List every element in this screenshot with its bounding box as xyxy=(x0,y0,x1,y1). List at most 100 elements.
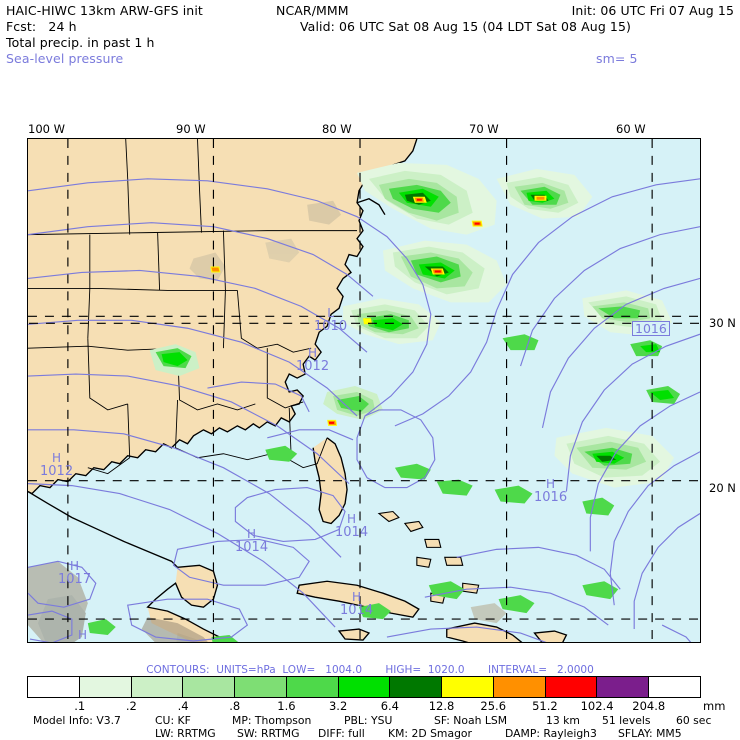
model-info-item: SW: RRTMG xyxy=(237,727,300,740)
pressure-type: H xyxy=(70,559,80,573)
pressure-value: 1012 xyxy=(40,464,74,479)
forecast-hour: Fcst: 24 h xyxy=(6,19,77,34)
valid-time: Valid: 06 UTC Sat 08 Aug 15 (04 LDT Sat … xyxy=(300,19,632,34)
colorbar-tick: 204.8 xyxy=(632,699,666,713)
map-graphic xyxy=(28,139,700,642)
colorbar-tick: 1.6 xyxy=(277,699,296,713)
field-label-pressure: Sea-level pressure xyxy=(6,51,124,66)
header: HAIC-HIWC 13km ARW-GFS init NCAR/MMM Ini… xyxy=(0,0,740,72)
colorbar-swatch[interactable] xyxy=(28,677,79,697)
model-info-item: 13 km xyxy=(546,714,580,727)
pressure-value: 1014 xyxy=(235,540,269,555)
pressure-value: 1017 xyxy=(58,572,92,587)
model-title: HAIC-HIWC 13km ARW-GFS init xyxy=(6,3,203,18)
pressure-center-label: L 1010 xyxy=(314,306,348,334)
model-info-item: 60 sec xyxy=(676,714,712,727)
pressure-center-label: H 1014 xyxy=(235,527,269,555)
lat-label: 20 N xyxy=(709,481,736,495)
terrain-layer xyxy=(28,200,507,642)
colorbar-tick: 51.2 xyxy=(532,699,558,713)
colorbar-swatch[interactable] xyxy=(544,677,597,697)
center-name: NCAR/MMM xyxy=(276,3,349,18)
colorbar-swatch[interactable] xyxy=(441,677,493,697)
colorbar-swatch[interactable] xyxy=(130,677,183,697)
model-info-item: SF: Noah LSM xyxy=(434,714,508,727)
colorbar-swatch[interactable] xyxy=(596,677,649,697)
pressure-value: 1010 xyxy=(314,319,348,334)
colorbar-swatch[interactable] xyxy=(337,677,390,697)
init-time: Init: 06 UTC Fri 07 Aug 15 xyxy=(571,3,734,18)
precip-colorbar[interactable] xyxy=(27,676,701,698)
pressure-center-label: 1016 xyxy=(632,321,670,336)
contour-info: CONTOURS: UNITS=hPa LOW= 1004.0 HIGH= 10… xyxy=(146,664,594,676)
model-info-item: 51 levels xyxy=(602,714,651,727)
pressure-value: 1016 xyxy=(635,321,667,336)
latlon-grid xyxy=(28,139,700,642)
pressure-type: H xyxy=(78,628,88,642)
colorbar-swatch[interactable] xyxy=(492,677,545,697)
colorbar-tick: 102.4 xyxy=(580,699,614,713)
lon-label: 100 W xyxy=(28,122,65,136)
model-info-item: Model Info: V3.7 xyxy=(33,714,121,727)
colorbar-tick: 3.2 xyxy=(328,699,348,713)
pressure-center-label: H 1014 xyxy=(335,512,369,540)
pressure-value: 1016 xyxy=(534,490,568,505)
colorbar-tick: .4 xyxy=(177,699,189,713)
colorbar-swatch[interactable] xyxy=(78,677,131,697)
model-info-item: PBL: YSU xyxy=(344,714,393,727)
pressure-value: 1012 xyxy=(296,359,330,374)
precipitation-layer xyxy=(87,162,681,642)
model-info-item: LW: RRTMG xyxy=(155,727,216,740)
land-puerto-rico xyxy=(534,631,567,642)
land-cuba xyxy=(297,581,419,618)
model-info-item: MP: Thompson xyxy=(232,714,312,727)
coastline-layer xyxy=(28,139,568,642)
model-info-item: CU: KF xyxy=(155,714,191,727)
pressure-type: H xyxy=(546,477,556,491)
colorbar-swatch[interactable] xyxy=(182,677,235,697)
pressure-center-label: H 1012 xyxy=(40,451,74,479)
colorbar-tick: 6.4 xyxy=(380,699,399,713)
pressure-type: H xyxy=(52,451,62,465)
colorbar-tick: .2 xyxy=(125,699,137,713)
colorbar-swatch[interactable] xyxy=(389,677,442,697)
colorbar-tick: .8 xyxy=(229,699,241,713)
colorbar-tick: 12.8 xyxy=(428,699,455,713)
land-yucatan xyxy=(175,565,218,608)
land-central-america xyxy=(147,607,229,642)
model-info-item: KM: 2D Smagor xyxy=(388,727,472,740)
pressure-center-label: H 1017 xyxy=(58,559,92,587)
colorbar-tick: 25.6 xyxy=(480,699,507,713)
colorbar-tick: .1 xyxy=(74,699,86,713)
land-jamaica xyxy=(339,629,369,641)
smoothing-label: sm= 5 xyxy=(596,51,638,66)
pressure-type: L xyxy=(327,306,334,320)
pressure-type: H xyxy=(352,590,362,604)
colorbar-swatch[interactable] xyxy=(234,677,286,697)
pressure-center-label: H 1012 xyxy=(296,346,330,374)
pressure-value: 1014 xyxy=(340,603,374,618)
pressure-center-label: H 1016 xyxy=(534,477,568,505)
pressure-value: 1020 xyxy=(66,642,99,643)
colorbar-swatch[interactable] xyxy=(648,677,700,697)
map-canvas[interactable]: L1010H1012H1012H1014H1014H1016H1017H1020… xyxy=(27,138,701,643)
pressure-type: H xyxy=(347,512,357,526)
model-info-item: DAMP: Rayleigh3 xyxy=(505,727,597,740)
lon-label: 80 W xyxy=(322,122,352,136)
model-info-item: SFLAY: MM5 xyxy=(618,727,682,740)
lat-label: 30 N xyxy=(709,316,736,330)
model-info-item: DIFF: full xyxy=(318,727,365,740)
field-label-precip: Total precip. in past 1 h xyxy=(6,35,155,50)
lon-label: 90 W xyxy=(176,122,206,136)
colorbar-swatch[interactable] xyxy=(285,677,338,697)
colorbar-unit: mm xyxy=(703,699,726,713)
pressure-value: 1014 xyxy=(335,525,369,540)
lon-label: 70 W xyxy=(469,122,499,136)
pressure-type: H xyxy=(308,346,318,360)
pressure-center-label: H1020 xyxy=(66,628,99,643)
pressure-contour-layer xyxy=(28,178,700,642)
pressure-type: H xyxy=(247,527,257,541)
pressure-label-layer: L1010H1012H1012H1014H1014H1016H1017H1020… xyxy=(28,139,700,642)
lon-label: 60 W xyxy=(616,122,646,136)
